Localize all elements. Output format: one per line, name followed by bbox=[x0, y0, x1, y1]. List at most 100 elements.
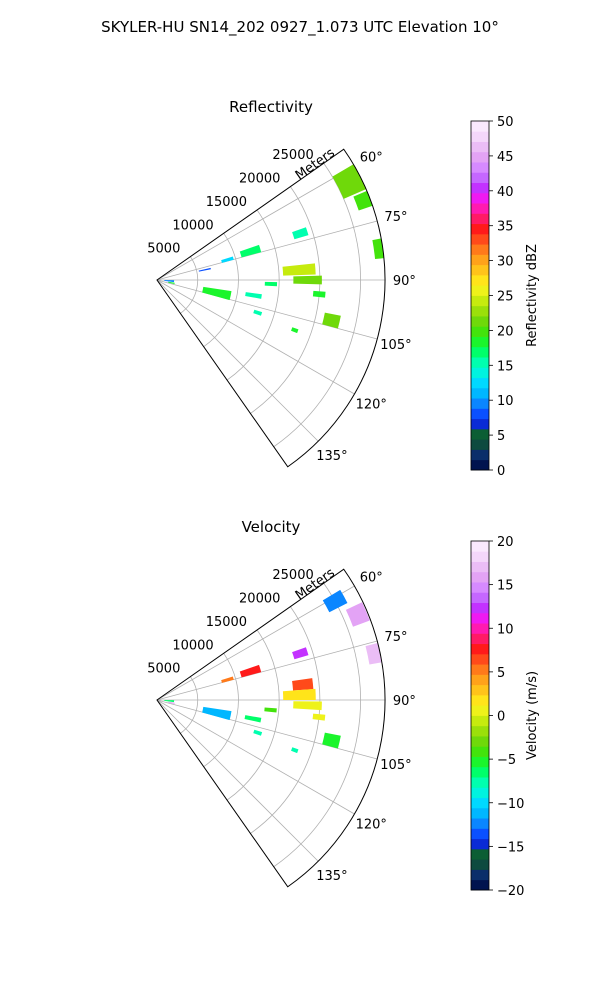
echo-cell bbox=[198, 267, 211, 272]
colorbar-swatch bbox=[471, 336, 489, 348]
colorbar-tick-label: 20 bbox=[497, 324, 514, 339]
range-ring bbox=[250, 186, 321, 414]
colorbar-tick-label: 15 bbox=[497, 359, 514, 374]
colorbar-tick-label: 20 bbox=[497, 535, 514, 550]
echo-cell bbox=[282, 263, 316, 276]
colorbar-swatch bbox=[471, 828, 489, 840]
azimuth-tick-label: 105° bbox=[380, 758, 411, 773]
azimuth-spoke bbox=[156, 220, 378, 281]
echo-cell bbox=[365, 643, 382, 665]
echo-cell bbox=[293, 701, 322, 711]
azimuth-tick-label: 120° bbox=[356, 398, 387, 413]
colorbar-swatch bbox=[471, 818, 489, 829]
range-ring bbox=[250, 606, 321, 834]
azimuth-spoke bbox=[156, 279, 378, 340]
azimuth-tick-label: 135° bbox=[316, 869, 347, 884]
colorbar-swatch bbox=[471, 316, 489, 327]
echo-cell bbox=[168, 701, 175, 705]
azimuth-spoke bbox=[156, 699, 319, 862]
azimuth-spoke bbox=[156, 640, 378, 701]
echo-cell bbox=[245, 292, 262, 299]
range-tick-label: 25000 bbox=[272, 568, 313, 583]
echo-cell bbox=[322, 589, 348, 613]
echo-cell bbox=[293, 275, 322, 285]
colorbar-swatch bbox=[471, 377, 489, 389]
echo-cell bbox=[291, 747, 299, 754]
azimuth-tick-label: 60° bbox=[360, 570, 383, 585]
colorbar-swatch bbox=[471, 592, 489, 603]
azimuth-tick-label: 105° bbox=[380, 338, 411, 353]
colorbar-swatch bbox=[471, 203, 489, 214]
colorbar-swatch bbox=[471, 131, 489, 142]
colorbar-tick-label: 30 bbox=[497, 255, 514, 270]
colorbar-label: Velocity (m/s) bbox=[525, 671, 540, 760]
range-tick-label: 5000 bbox=[147, 662, 180, 677]
colorbar-swatch bbox=[471, 418, 489, 430]
azimuth-spoke bbox=[156, 585, 355, 701]
panel-title: Reflectivity bbox=[229, 98, 313, 116]
colorbar-swatch bbox=[471, 643, 489, 655]
colorbar-swatch bbox=[471, 561, 489, 573]
colorbar-swatch bbox=[471, 838, 489, 850]
azimuth-tick-label: 120° bbox=[356, 818, 387, 833]
echo-cell bbox=[164, 280, 175, 283]
colorbar-tick-label: 25 bbox=[497, 290, 514, 305]
echo-cell bbox=[264, 281, 278, 287]
range-tick-label: 20000 bbox=[239, 592, 280, 607]
colorbar-swatch bbox=[471, 367, 489, 379]
range-ring bbox=[226, 209, 280, 381]
echo-cell bbox=[239, 664, 262, 678]
panel-title: Velocity bbox=[242, 518, 301, 536]
colorbar: 0 5 10 15 20 25 30 35 40 45 50 Reflectivity dBZ bbox=[470, 115, 540, 479]
colorbar-tick-label: −5 bbox=[497, 753, 516, 768]
colorbar-swatch bbox=[471, 346, 489, 358]
colorbar-swatch bbox=[471, 244, 489, 255]
colorbar-swatch bbox=[471, 797, 489, 809]
colorbar-tick-label: 5 bbox=[497, 429, 505, 444]
colorbar-swatch bbox=[471, 869, 489, 881]
echo-cell bbox=[322, 312, 341, 329]
colorbar-tick-label: 40 bbox=[497, 185, 514, 200]
range-tick-label: 10000 bbox=[172, 638, 213, 653]
colorbar-swatch bbox=[471, 398, 489, 409]
azimuth-spoke bbox=[156, 279, 319, 442]
colorbar-swatch bbox=[471, 357, 489, 368]
sector-outline bbox=[156, 568, 386, 888]
colorbar-swatch bbox=[471, 602, 489, 614]
colorbar-swatch bbox=[471, 674, 489, 686]
echo-cell bbox=[292, 678, 314, 691]
echo-cell bbox=[164, 700, 175, 703]
colorbar-swatch bbox=[471, 653, 489, 665]
echo-cell bbox=[253, 309, 263, 316]
colorbar-swatch bbox=[471, 664, 489, 675]
colorbar-swatch bbox=[471, 787, 489, 799]
sector-outline bbox=[156, 148, 386, 468]
colorbar-swatch bbox=[471, 285, 489, 296]
echo-cell bbox=[202, 286, 232, 301]
range-ring bbox=[226, 629, 280, 801]
colorbar-swatch bbox=[471, 848, 489, 860]
colorbar-swatch bbox=[471, 623, 489, 634]
azimuth-tick-label: 75° bbox=[384, 210, 407, 225]
colorbar-swatch bbox=[471, 233, 489, 245]
echo-cell bbox=[291, 327, 299, 334]
azimuth-tick-label: 60° bbox=[360, 150, 383, 165]
colorbar-swatch bbox=[471, 725, 489, 737]
colorbar-swatch bbox=[471, 213, 489, 225]
colorbar-swatch bbox=[471, 254, 489, 266]
colorbar-swatch bbox=[471, 633, 489, 645]
colorbar-tick-label: −10 bbox=[497, 797, 524, 812]
colorbar-swatch bbox=[471, 305, 489, 317]
colorbar-swatch bbox=[471, 172, 489, 183]
colorbar-swatch bbox=[471, 121, 489, 132]
colorbar-swatch bbox=[471, 551, 489, 562]
colorbar-swatch bbox=[471, 756, 489, 768]
reflectivity-panel: Reflectivity500010000150002000025000Mete… bbox=[147, 98, 540, 479]
colorbar-swatch bbox=[471, 223, 489, 235]
colorbar-swatch bbox=[471, 746, 489, 757]
range-tick-label: 20000 bbox=[239, 172, 280, 187]
colorbar-tick-label: 15 bbox=[497, 579, 514, 594]
echo-cell bbox=[239, 244, 262, 258]
colorbar-swatch bbox=[471, 777, 489, 788]
colorbar-swatch bbox=[471, 612, 489, 624]
